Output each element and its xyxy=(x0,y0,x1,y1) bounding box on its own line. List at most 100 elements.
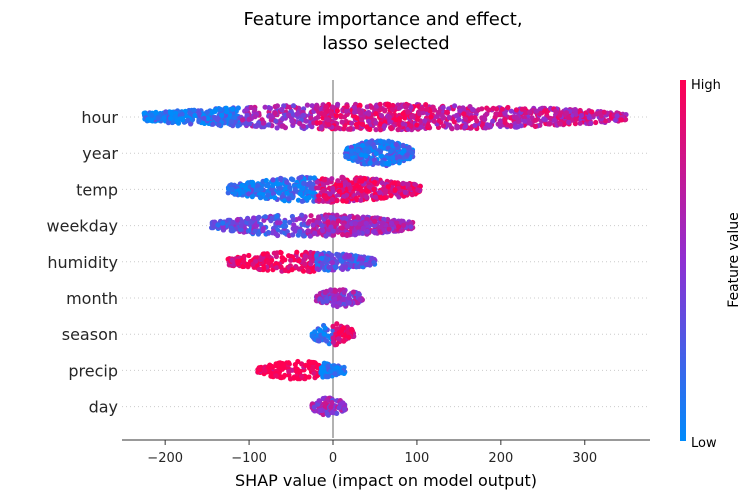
feature-points-weekday xyxy=(209,212,416,239)
data-point xyxy=(573,116,579,123)
data-point xyxy=(377,101,383,107)
data-point xyxy=(449,126,455,132)
data-point xyxy=(366,118,372,124)
data-point xyxy=(359,142,366,149)
data-point xyxy=(346,253,353,259)
data-point xyxy=(252,107,258,113)
data-point xyxy=(355,215,362,221)
data-point xyxy=(344,231,350,237)
data-point xyxy=(373,151,379,157)
data-point xyxy=(374,160,380,166)
data-point xyxy=(382,119,388,125)
data-point xyxy=(349,120,355,126)
data-point xyxy=(400,181,406,187)
data-point xyxy=(378,153,384,159)
data-point xyxy=(287,219,293,225)
data-point xyxy=(260,251,266,257)
data-point xyxy=(335,336,342,342)
data-point xyxy=(463,116,469,122)
data-point xyxy=(299,212,305,218)
data-point xyxy=(502,110,508,116)
data-point xyxy=(302,261,308,267)
data-point xyxy=(297,191,303,197)
data-point xyxy=(400,111,406,117)
data-point xyxy=(363,194,369,200)
feature-points-season xyxy=(309,321,357,348)
data-point xyxy=(336,300,342,306)
data-point xyxy=(336,405,342,411)
data-point xyxy=(330,339,336,345)
data-point xyxy=(335,178,341,184)
data-point xyxy=(329,409,336,416)
data-point xyxy=(246,116,252,122)
data-point xyxy=(508,108,514,114)
data-point xyxy=(457,108,463,114)
gridlines xyxy=(122,116,650,408)
data-point xyxy=(307,233,313,239)
data-point xyxy=(210,121,216,127)
data-point xyxy=(172,113,178,120)
data-point xyxy=(456,117,462,123)
data-point xyxy=(359,260,365,266)
data-point xyxy=(263,177,269,184)
data-point xyxy=(351,215,357,221)
data-point xyxy=(330,104,336,110)
data-point xyxy=(336,188,342,194)
data-point xyxy=(300,112,306,119)
data-point xyxy=(565,115,572,121)
feature-label-hour: hour xyxy=(81,108,118,127)
data-point xyxy=(254,122,260,128)
data-point xyxy=(371,144,378,150)
data-point xyxy=(309,359,315,365)
data-point xyxy=(418,124,424,130)
data-point xyxy=(322,325,328,331)
data-point xyxy=(454,112,460,119)
data-point xyxy=(363,220,369,226)
data-point xyxy=(252,114,258,120)
data-point xyxy=(382,107,388,113)
data-point xyxy=(385,216,391,223)
data-point xyxy=(260,120,266,126)
data-point xyxy=(312,230,318,236)
data-point xyxy=(498,122,504,128)
data-points xyxy=(141,101,629,418)
data-point xyxy=(444,109,450,115)
data-point xyxy=(311,370,317,376)
data-point xyxy=(342,333,348,339)
data-point xyxy=(316,185,322,191)
data-point xyxy=(334,198,340,204)
data-point xyxy=(305,228,311,234)
data-point xyxy=(312,329,318,335)
data-point xyxy=(230,219,236,225)
data-point xyxy=(405,146,411,152)
data-point xyxy=(383,190,389,196)
data-point xyxy=(311,175,317,181)
data-point xyxy=(341,325,347,331)
feature-label-day: day xyxy=(89,398,118,417)
data-point xyxy=(242,120,248,126)
data-point xyxy=(329,399,335,406)
data-point xyxy=(386,114,392,120)
data-point xyxy=(436,118,442,124)
data-point xyxy=(354,115,360,121)
data-point xyxy=(339,225,345,231)
data-point xyxy=(268,215,274,221)
feature-label-temp: temp xyxy=(76,180,118,199)
data-point xyxy=(315,338,321,344)
data-point xyxy=(325,117,331,123)
feature-label-humidity: humidity xyxy=(47,253,118,272)
x-tick-label: −200 xyxy=(147,451,183,466)
data-point xyxy=(330,323,336,329)
data-point xyxy=(328,111,334,117)
data-point xyxy=(290,232,296,238)
data-point xyxy=(331,232,337,238)
data-point xyxy=(286,360,292,366)
data-point xyxy=(314,120,320,126)
data-point xyxy=(572,121,579,127)
data-point xyxy=(240,263,246,270)
data-point xyxy=(285,112,292,118)
data-point xyxy=(295,376,301,382)
data-point xyxy=(352,220,358,226)
data-point xyxy=(589,109,595,115)
data-point xyxy=(216,122,222,128)
